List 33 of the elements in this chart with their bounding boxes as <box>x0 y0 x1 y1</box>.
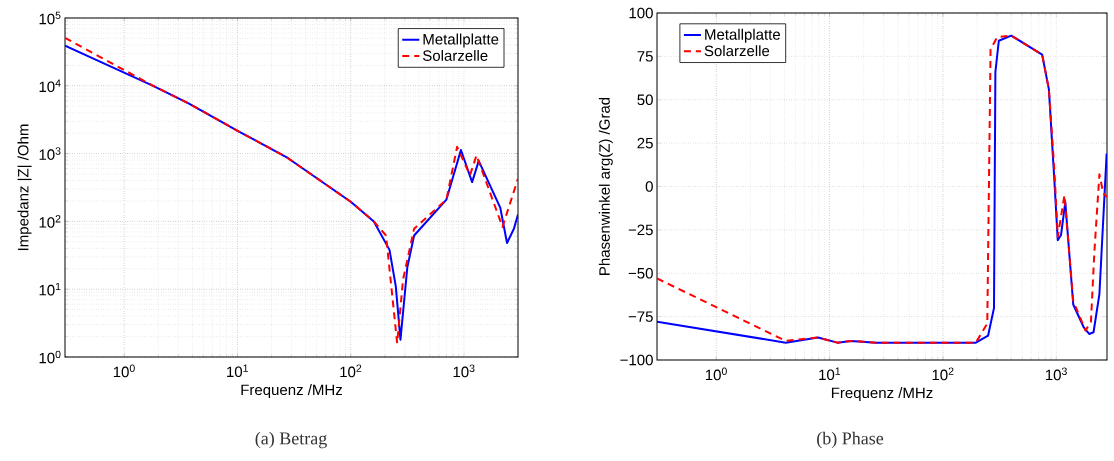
x-tick-label: 10$^{0}$ <box>113 364 135 378</box>
x-tick-label: 10$^{3}$ <box>1045 367 1067 381</box>
y-axis-title: Phasenwinkel arg(Z) /Grad <box>598 97 613 275</box>
legend-label: Solarzelle <box>704 45 770 57</box>
y-tick-label: −75 <box>628 311 653 322</box>
y-tick-label: 75 <box>637 51 653 62</box>
y-tick-label: 100 <box>629 7 653 19</box>
y-tick-label: 10$^{1}$ <box>39 282 61 296</box>
x-tick-label: 10$^{0}$ <box>705 367 727 381</box>
y-tick-label: 10$^{0}$ <box>39 350 61 364</box>
y-tick-label: 25 <box>637 137 653 149</box>
y-tick-label: 10$^{3}$ <box>39 147 61 160</box>
legend-label: Solarzelle <box>422 49 488 61</box>
legend-label: Metallplatte <box>423 33 499 48</box>
x-axis-title: Frequenz /MHz <box>831 387 933 402</box>
y-tick-label: 10$^{2}$ <box>39 215 61 228</box>
x-tick-label: 10$^{1}$ <box>227 364 248 378</box>
y-tick-label: −100 <box>620 354 653 366</box>
x-tick-label: 10$^{1}$ <box>819 367 841 381</box>
legend-label: Metallplatte <box>705 28 780 43</box>
y-axis-title: Impedanz |Z| /Ohm <box>17 124 32 251</box>
y-tick-label: 0 <box>645 181 653 192</box>
y-tick-label: 50 <box>637 94 653 106</box>
y-tick-label: 10$^{5}$ <box>39 11 61 25</box>
x-tick-label: 10$^{3}$ <box>453 364 475 378</box>
x-axis-title: Frequenz /MHz <box>241 384 342 399</box>
y-tick-label: −50 <box>628 267 653 279</box>
text: (a) Betrag <box>255 431 327 449</box>
y-tick-label: −25 <box>628 224 653 236</box>
y-tick-label: 10$^{4}$ <box>39 79 61 93</box>
x-tick-label: 10$^{2}$ <box>340 364 362 378</box>
x-tick-label: 10$^{2}$ <box>932 367 954 381</box>
text: (b) Phase <box>817 431 884 449</box>
